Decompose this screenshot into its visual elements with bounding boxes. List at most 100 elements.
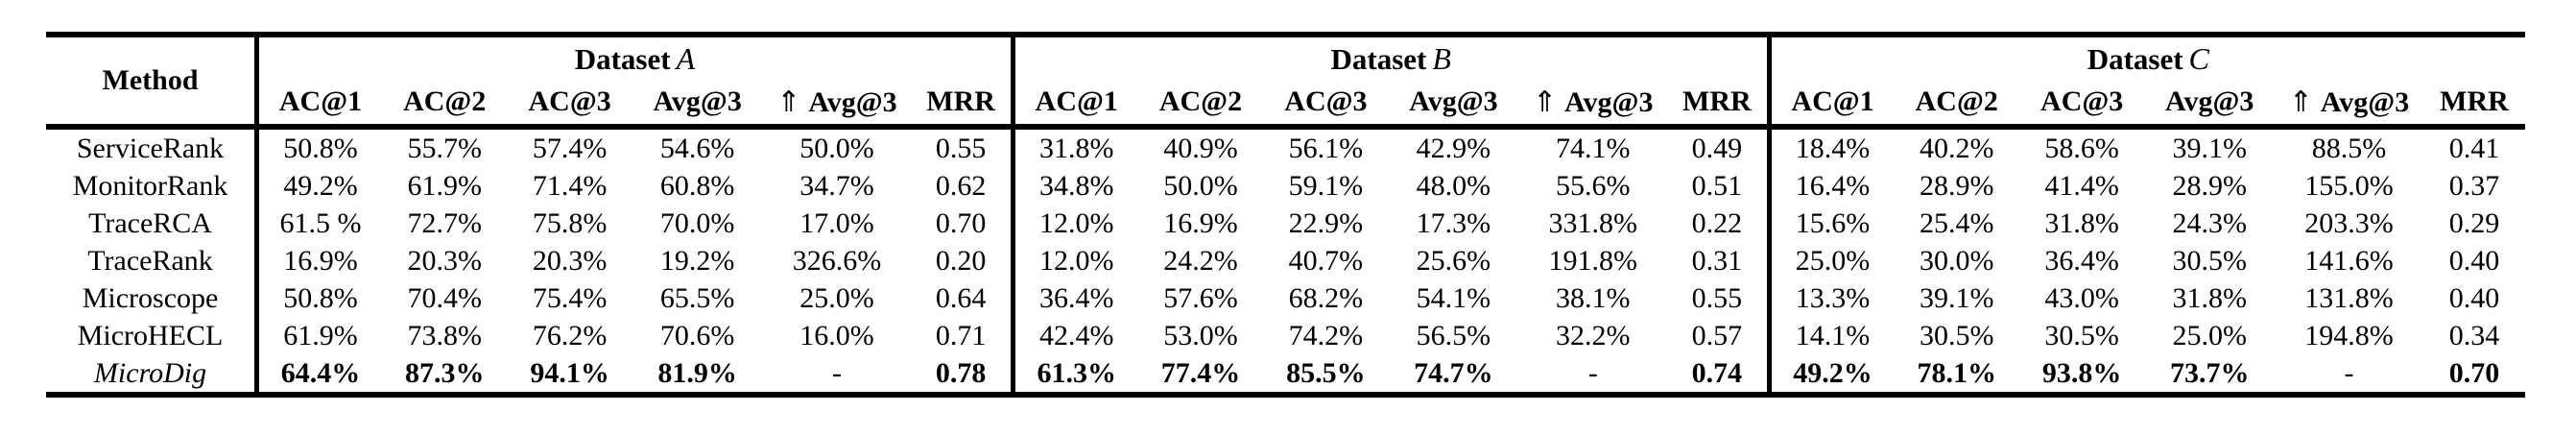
value-cell: 73.7%: [2169, 356, 2250, 389]
value-cell: -: [1587, 356, 1598, 389]
value-cell: 16.9%: [254, 242, 382, 279]
value-cell: 41.4%: [2044, 169, 2119, 202]
value-cell: 16.9%: [1163, 206, 1238, 239]
value-cell: 49.2%: [254, 167, 382, 205]
value-cell: 61.3%: [1010, 354, 1138, 395]
value-cell: 25.0%: [799, 281, 874, 314]
dataset-a-header: Dataset A: [254, 35, 1014, 80]
value-cell: 30.5%: [2044, 319, 2119, 351]
value-cell: 75.4%: [532, 281, 608, 314]
table-header: Method Dataset A Dataset B Dataset C AC@1 A…: [46, 35, 2525, 130]
value-cell: 0.74: [1691, 356, 1743, 389]
col-header-b-uplift-label: Avg@3: [1564, 85, 1654, 118]
value-cell: 30.5%: [1919, 319, 1994, 351]
value-cell: 0.41: [2448, 132, 2500, 164]
value-cell: 88.5%: [2311, 132, 2387, 164]
value-cell: 39.1%: [2172, 132, 2247, 164]
value-cell: 70.6%: [659, 319, 735, 351]
value-cell: 53.0%: [1163, 319, 1238, 351]
value-cell: 54.1%: [1416, 281, 1491, 314]
value-cell: 31.8%: [1010, 127, 1138, 167]
value-cell: 16.0%: [799, 319, 874, 351]
value-cell: 12.0%: [1010, 242, 1138, 279]
value-cell: 28.9%: [1919, 169, 1994, 202]
table-row: TraceRCA 61.5 % 72.7% 75.8% 70.0% 17.0% 0.70 12…: [46, 205, 2525, 242]
value-cell: 20.3%: [407, 244, 482, 277]
value-cell: 42.9%: [1416, 132, 1491, 164]
value-cell: 43.0%: [2044, 281, 2119, 314]
col-header-c-uplift-avg3: ⇑ Avg@3: [2274, 80, 2423, 130]
value-cell: 87.3%: [404, 356, 485, 389]
results-table-container: Method Dataset A Dataset B Dataset C AC@1 A…: [46, 32, 2525, 398]
value-cell: 331.8%: [1548, 206, 1637, 239]
value-cell: 60.8%: [659, 169, 735, 202]
col-header-b-uplift-avg3: ⇑ Avg@3: [1518, 80, 1668, 130]
column-header-row: AC@1 AC@2 AC@3 Avg@3 ⇑ Avg@3 MRR AC@1 AC@…: [46, 80, 2525, 130]
value-cell: 141.6%: [2304, 244, 2394, 277]
value-cell: 0.49: [1691, 132, 1743, 164]
method-name: TraceRCA: [88, 206, 212, 239]
value-cell: 61.5 %: [254, 205, 382, 242]
value-cell: 16.4%: [1766, 167, 1895, 205]
col-header-c-uplift-label: Avg@3: [2320, 85, 2410, 118]
value-cell: 25.0%: [1766, 242, 1895, 279]
dataset-b-header: Dataset B: [1010, 35, 1770, 80]
value-cell: 0.55: [935, 132, 987, 164]
value-cell: 20.3%: [532, 244, 608, 277]
value-cell: -: [2344, 356, 2354, 389]
up-arrow-icon: ⇑: [2288, 85, 2313, 118]
value-cell: 203.3%: [2304, 206, 2394, 239]
value-cell: 72.7%: [407, 206, 482, 239]
value-cell: 31.8%: [2044, 206, 2119, 239]
value-cell: 39.1%: [1919, 281, 1994, 314]
dataset-a-letter: A: [676, 40, 696, 76]
col-header-c-avg3: Avg@3: [2144, 80, 2275, 130]
value-cell: 59.1%: [1288, 169, 1364, 202]
results-table: Method Dataset A Dataset B Dataset C AC@1 A…: [46, 32, 2525, 398]
value-cell: 0.51: [1691, 169, 1743, 202]
value-cell: 71.4%: [532, 169, 608, 202]
value-cell: 22.9%: [1288, 206, 1364, 239]
value-cell: 42.4%: [1010, 317, 1138, 354]
value-cell: 74.2%: [1288, 319, 1364, 351]
value-cell: 0.20: [935, 244, 987, 277]
value-cell: 0.70: [2448, 356, 2500, 389]
value-cell: 0.22: [1691, 206, 1743, 239]
value-cell: 31.8%: [2172, 281, 2247, 314]
col-header-c-mrr: MRR: [2422, 80, 2525, 130]
value-cell: 30.5%: [2172, 244, 2247, 277]
value-cell: 34.7%: [799, 169, 874, 202]
value-cell: 32.2%: [1555, 319, 1631, 351]
value-cell: 0.34: [2448, 319, 2500, 351]
value-cell: 65.5%: [659, 281, 735, 314]
value-cell: 40.7%: [1288, 244, 1364, 277]
value-cell: 40.9%: [1163, 132, 1238, 164]
table-row: TraceRank 16.9% 20.3% 20.3% 19.2% 326.6% 0.20 1…: [46, 242, 2525, 279]
value-cell: 194.8%: [2304, 319, 2394, 351]
method-name: TraceRank: [87, 244, 213, 277]
value-cell: 14.1%: [1766, 317, 1895, 354]
value-cell: 18.4%: [1766, 127, 1895, 167]
col-header-b-mrr: MRR: [1667, 80, 1770, 130]
value-cell: 13.3%: [1766, 279, 1895, 317]
value-cell: 17.3%: [1416, 206, 1491, 239]
value-cell: 50.8%: [254, 127, 382, 167]
method-name: MonitorRank: [72, 169, 228, 202]
value-cell: 25.4%: [1919, 206, 1994, 239]
value-cell: 56.5%: [1416, 319, 1491, 351]
value-cell: 131.8%: [2304, 281, 2394, 314]
value-cell: 12.0%: [1010, 205, 1138, 242]
table-row: MicroHECL 61.9% 73.8% 76.2% 70.6% 16.0% 0.71 42…: [46, 317, 2525, 354]
value-cell: 0.29: [2448, 206, 2500, 239]
col-header-a-ac3: AC@3: [507, 80, 632, 130]
method-name: Microscope: [82, 281, 219, 314]
up-arrow-icon: ⇑: [776, 85, 801, 118]
value-cell: 49.2%: [1766, 354, 1895, 395]
value-cell: 38.1%: [1555, 281, 1631, 314]
value-cell: 40.2%: [1919, 132, 1994, 164]
value-cell: 0.40: [2448, 244, 2500, 277]
value-cell: 0.37: [2448, 169, 2500, 202]
method-name: ServiceRank: [76, 132, 225, 164]
col-header-a-uplift-label: Avg@3: [808, 85, 897, 118]
value-cell: 57.4%: [532, 132, 608, 164]
